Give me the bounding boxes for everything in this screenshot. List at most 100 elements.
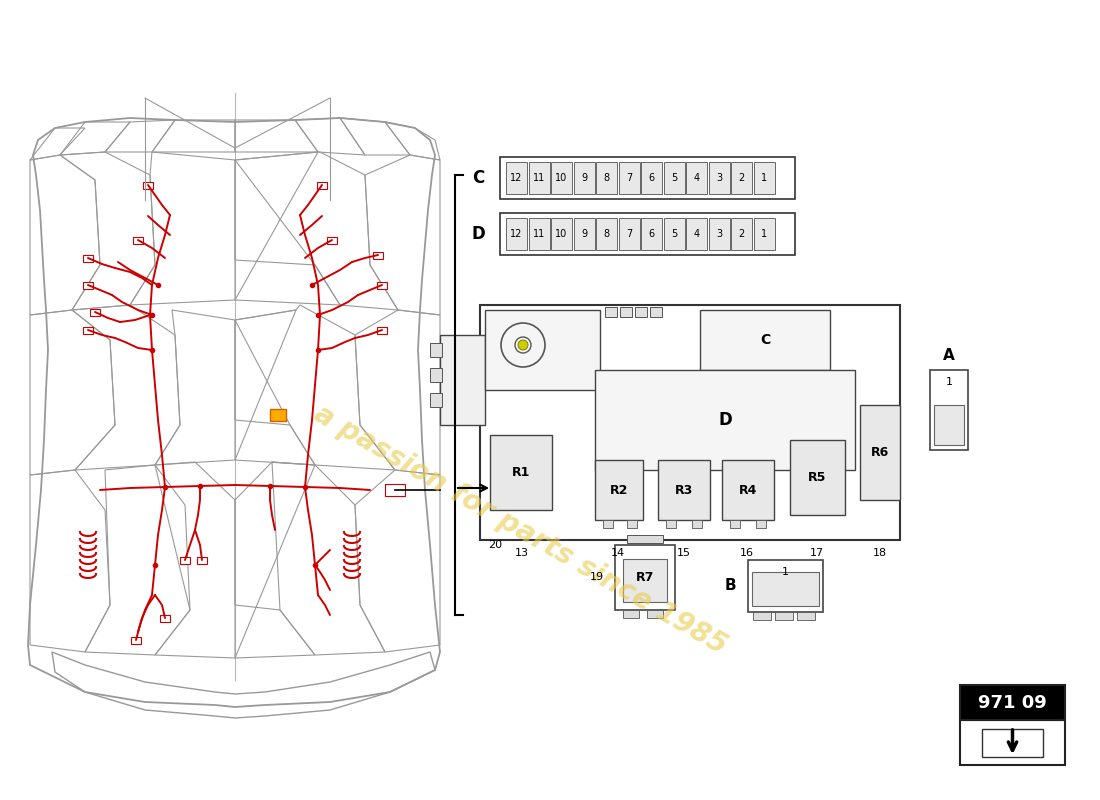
Bar xyxy=(430,393,442,407)
Bar xyxy=(798,612,815,620)
Bar xyxy=(641,218,662,250)
Text: 1: 1 xyxy=(782,567,789,577)
Bar xyxy=(623,610,639,618)
Bar xyxy=(658,460,710,520)
Text: 3: 3 xyxy=(716,173,722,183)
Bar xyxy=(982,729,1043,757)
Bar xyxy=(82,326,94,334)
Bar xyxy=(133,237,143,243)
Bar xyxy=(197,557,207,563)
Text: 11: 11 xyxy=(532,229,546,239)
Bar xyxy=(754,218,774,250)
Bar xyxy=(480,305,900,540)
Bar xyxy=(500,157,795,199)
Text: 8: 8 xyxy=(604,173,609,183)
Bar xyxy=(430,368,442,382)
Text: 5: 5 xyxy=(671,229,678,239)
Bar xyxy=(960,720,1065,765)
Bar xyxy=(618,162,639,194)
Bar xyxy=(385,484,405,496)
Text: C: C xyxy=(472,169,484,187)
Bar xyxy=(790,440,845,515)
Text: D: D xyxy=(718,411,732,429)
Text: 18: 18 xyxy=(873,548,887,558)
Bar xyxy=(440,335,485,425)
Bar xyxy=(551,218,572,250)
Text: 8: 8 xyxy=(604,229,609,239)
Text: 19: 19 xyxy=(590,573,604,582)
Text: 6: 6 xyxy=(648,173,654,183)
Text: 6: 6 xyxy=(648,229,654,239)
Bar xyxy=(270,409,286,421)
Bar xyxy=(752,572,820,606)
Text: 5: 5 xyxy=(671,173,678,183)
Bar xyxy=(528,162,550,194)
Text: R1: R1 xyxy=(512,466,530,479)
Text: R3: R3 xyxy=(675,483,693,497)
Bar xyxy=(641,162,662,194)
Text: R5: R5 xyxy=(808,471,827,484)
Bar xyxy=(686,218,707,250)
Text: 2: 2 xyxy=(738,229,745,239)
Bar xyxy=(373,251,383,258)
Text: 17: 17 xyxy=(810,548,824,558)
Bar xyxy=(506,218,527,250)
Bar xyxy=(722,460,774,520)
Bar xyxy=(700,310,830,370)
Circle shape xyxy=(500,323,544,367)
Text: 7: 7 xyxy=(626,229,632,239)
Bar xyxy=(732,218,752,250)
Bar xyxy=(551,162,572,194)
Bar xyxy=(776,612,793,620)
Text: 11: 11 xyxy=(532,173,546,183)
Text: R7: R7 xyxy=(636,571,654,584)
Bar xyxy=(627,520,637,528)
Bar xyxy=(377,326,387,334)
Text: 12: 12 xyxy=(510,229,522,239)
Bar xyxy=(934,405,964,445)
Text: 10: 10 xyxy=(556,173,568,183)
Bar xyxy=(490,435,552,510)
Text: C: C xyxy=(760,333,770,347)
Text: 10: 10 xyxy=(556,229,568,239)
Bar xyxy=(708,218,729,250)
Bar xyxy=(960,685,1065,720)
Text: 1: 1 xyxy=(761,173,767,183)
Text: 15: 15 xyxy=(676,548,691,558)
Bar xyxy=(627,535,663,543)
Bar xyxy=(180,557,190,563)
Circle shape xyxy=(518,340,528,350)
Bar xyxy=(686,162,707,194)
Bar xyxy=(663,162,684,194)
Bar xyxy=(666,520,676,528)
Bar xyxy=(500,213,795,255)
Text: A: A xyxy=(943,347,955,362)
Bar xyxy=(595,370,855,470)
Text: 14: 14 xyxy=(610,548,625,558)
Circle shape xyxy=(515,337,531,353)
Text: 1: 1 xyxy=(761,229,767,239)
Text: D: D xyxy=(471,225,485,243)
Text: 13: 13 xyxy=(515,548,529,558)
Bar xyxy=(595,460,644,520)
Bar xyxy=(623,559,667,602)
Bar xyxy=(663,218,684,250)
Bar xyxy=(650,307,662,317)
Bar xyxy=(732,162,752,194)
Text: R4: R4 xyxy=(739,483,757,497)
Bar xyxy=(603,520,613,528)
Bar xyxy=(131,637,141,643)
Bar xyxy=(596,218,617,250)
Text: 7: 7 xyxy=(626,173,632,183)
Bar xyxy=(82,282,94,289)
Bar xyxy=(573,162,594,194)
Text: 3: 3 xyxy=(716,229,722,239)
Bar xyxy=(748,560,823,612)
Bar xyxy=(90,309,100,315)
Bar xyxy=(754,162,774,194)
Bar xyxy=(620,307,632,317)
Text: 4: 4 xyxy=(693,229,700,239)
Bar xyxy=(573,218,594,250)
Bar xyxy=(160,614,170,622)
Bar xyxy=(528,218,550,250)
